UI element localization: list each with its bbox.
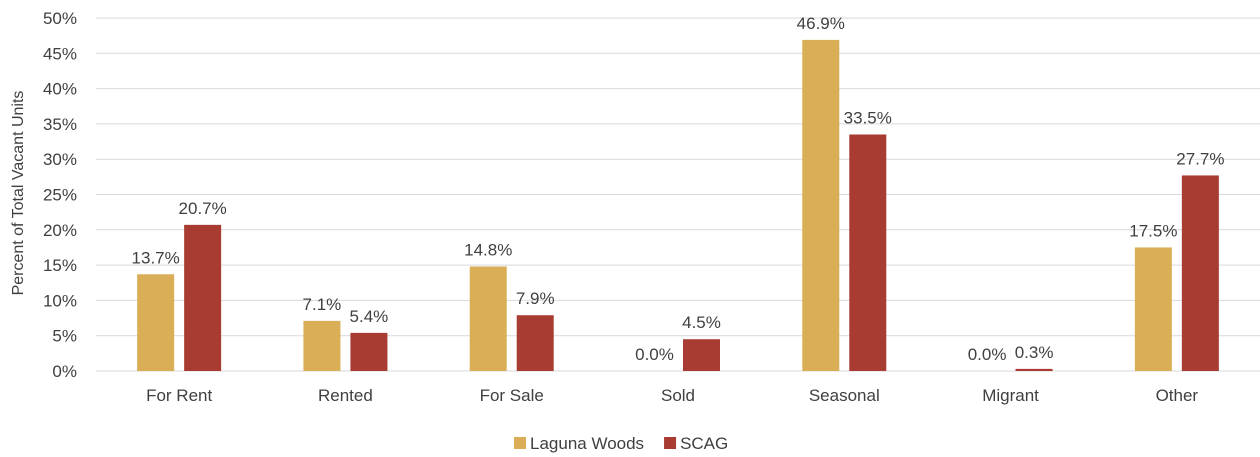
data-label: 20.7% xyxy=(179,199,227,218)
legend-swatch xyxy=(514,437,526,449)
data-label: 0.0% xyxy=(635,345,674,364)
data-label: 7.9% xyxy=(516,289,555,308)
x-tick-label: For Rent xyxy=(146,386,212,405)
data-label: 5.4% xyxy=(350,307,389,326)
legend-label: SCAG xyxy=(680,434,728,453)
x-tick-label: Other xyxy=(1156,386,1199,405)
data-label: 46.9% xyxy=(797,14,845,33)
bar-scag-for-sale xyxy=(516,315,554,371)
y-tick-label: 0% xyxy=(52,362,77,381)
x-tick-label: Migrant xyxy=(982,386,1039,405)
bar-scag-other xyxy=(1181,175,1219,371)
data-label: 14.8% xyxy=(464,241,512,260)
x-axis-ticks: For Rent Rented For Sale Sold Seasonal Migran… xyxy=(146,386,1198,405)
bar-laguna-woods-seasonal xyxy=(802,39,840,372)
y-axis-title: Percent of Total Vacant Units xyxy=(10,91,27,296)
y-tick-label: 35% xyxy=(43,115,77,134)
data-label: 0.0% xyxy=(968,345,1007,364)
legend-label: Laguna Woods xyxy=(530,434,644,453)
legend-swatch xyxy=(664,437,677,449)
y-tick-label: 40% xyxy=(43,80,77,99)
bar-scag-sold xyxy=(683,339,720,371)
y-tick-label: 45% xyxy=(43,44,77,63)
data-label: 17.5% xyxy=(1129,221,1177,240)
x-tick-label: For Sale xyxy=(480,386,544,405)
data-label: 27.7% xyxy=(1176,149,1224,168)
y-tick-label: 50% xyxy=(43,9,77,28)
y-tick-label: 30% xyxy=(43,150,77,169)
legend: Laguna Woods SCAG xyxy=(514,434,728,453)
y-tick-label: 5% xyxy=(52,327,77,346)
bar-scag-seasonal xyxy=(849,134,887,371)
bar-laguna-woods-other xyxy=(1134,247,1172,371)
data-label: 7.1% xyxy=(303,295,342,314)
bar-scag-migrant xyxy=(1015,368,1053,371)
y-tick-label: 10% xyxy=(43,291,77,310)
y-tick-label: 20% xyxy=(43,221,77,240)
x-tick-label: Seasonal xyxy=(809,386,880,405)
y-axis-ticks: 0% 5% 10% 15% 20% 25% 30% 35% 40% 45% 50% xyxy=(43,9,77,381)
bar-scag-rented xyxy=(350,332,388,371)
data-label: 0.3% xyxy=(1015,343,1054,362)
bar-laguna-woods-rented xyxy=(303,320,341,371)
data-label: 13.7% xyxy=(132,248,180,267)
bars xyxy=(137,39,1219,372)
bar-scag-for-rent xyxy=(184,224,222,371)
x-tick-label: Rented xyxy=(318,386,373,405)
x-tick-label: Sold xyxy=(661,386,695,405)
data-label: 4.5% xyxy=(682,313,721,332)
data-label: 33.5% xyxy=(844,108,892,127)
y-tick-label: 15% xyxy=(43,256,77,275)
bar-laguna-woods-for-rent xyxy=(137,274,175,371)
gridlines xyxy=(96,17,1260,372)
y-tick-label: 25% xyxy=(43,186,77,205)
bar-laguna-woods-for-sale xyxy=(469,266,507,371)
data-labels: 13.7% 20.7% 7.1% 5.4% 14.8% 7.9% 0.0% 4.5% 46.9%… xyxy=(132,14,1225,364)
